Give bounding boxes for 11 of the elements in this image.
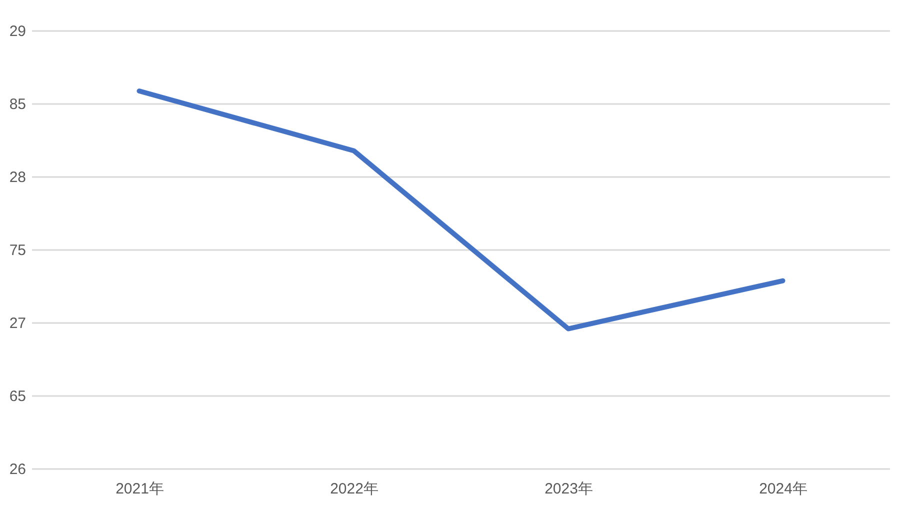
x-tick-label: 2021年 [116, 480, 164, 498]
text: 27 [9, 315, 26, 332]
text: 75 [9, 242, 26, 259]
text: 29 [9, 23, 26, 40]
x-tick-label: 2024年 [759, 480, 808, 498]
text: 85 [9, 96, 26, 113]
text: 65 [9, 388, 26, 405]
x-tick-label: 2022年 [330, 480, 378, 498]
text: 28 [9, 169, 26, 186]
text: 26 [9, 461, 26, 478]
x-tick-label: 2023年 [544, 480, 593, 498]
